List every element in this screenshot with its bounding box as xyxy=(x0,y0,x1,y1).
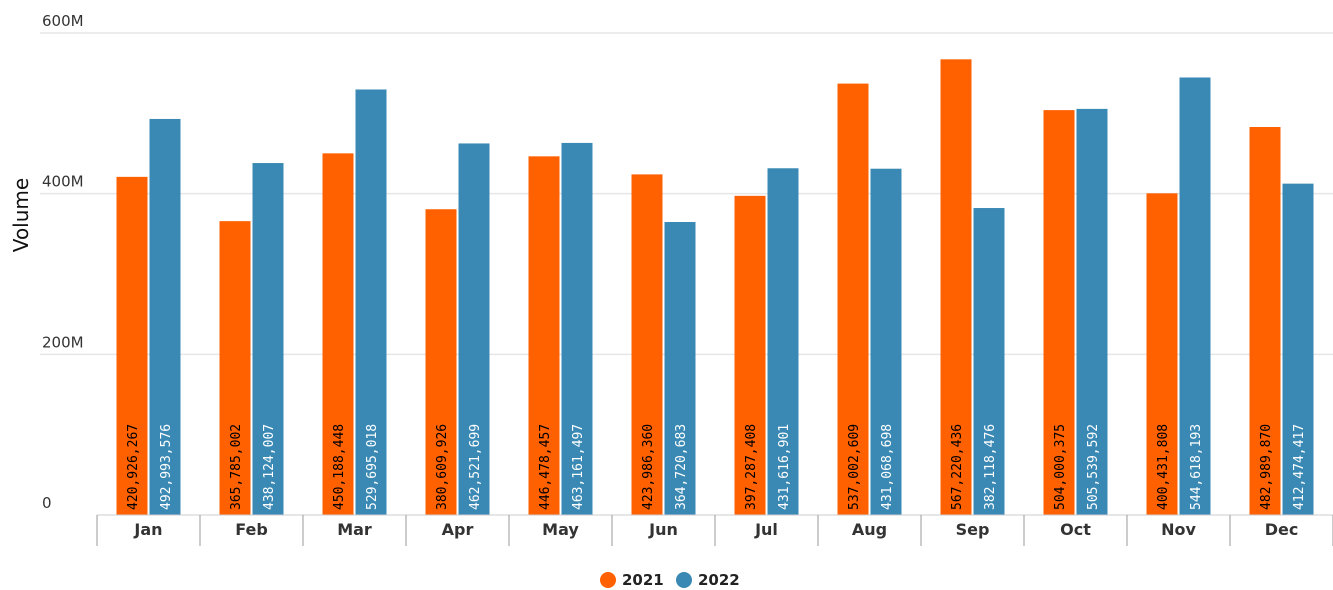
bar-2021-sep[interactable] xyxy=(940,59,972,515)
data-label: 504,000,375 xyxy=(1053,424,1068,510)
data-label: 505,539,592 xyxy=(1086,424,1101,510)
bar-2022-jan[interactable] xyxy=(149,118,181,516)
x-tick-label: Jun xyxy=(648,520,678,539)
data-label: 450,188,448 xyxy=(332,424,347,510)
data-label: 438,124,007 xyxy=(262,424,277,510)
legend[interactable]: 2021 2022 xyxy=(600,571,740,589)
data-label: 420,926,267 xyxy=(126,424,141,510)
bar-2022-jun[interactable] xyxy=(664,222,696,515)
data-label: 382,118,476 xyxy=(983,424,998,510)
data-label: 463,161,497 xyxy=(571,424,586,510)
legend-item-2022[interactable]: 2022 xyxy=(676,571,740,589)
bar-2021-nov[interactable] xyxy=(1146,193,1178,516)
bar-2021-dec[interactable] xyxy=(1249,126,1281,515)
data-label: 397,287,408 xyxy=(744,424,759,510)
data-label: 380,609,926 xyxy=(435,424,450,510)
y-tick-label: 0 xyxy=(42,494,52,512)
data-label: 446,478,457 xyxy=(538,424,553,510)
bar-2022-apr[interactable] xyxy=(458,143,490,515)
bar-2021-jun[interactable] xyxy=(631,174,663,515)
y-axis-label: Volume xyxy=(9,178,33,252)
bar-2021-aug[interactable] xyxy=(837,83,869,515)
data-label: 365,785,002 xyxy=(229,424,244,510)
bar-2022-feb[interactable] xyxy=(252,163,284,515)
bar-2021-feb[interactable] xyxy=(219,221,251,515)
x-tick-label: Apr xyxy=(442,520,474,539)
data-label: 544,618,193 xyxy=(1189,424,1204,510)
legend-marker xyxy=(600,572,616,588)
data-label: 462,521,699 xyxy=(468,424,483,510)
data-label: 423,986,360 xyxy=(641,424,656,510)
bars: 420,926,267 492,993,576 365,785,002 438,124… xyxy=(116,59,1314,516)
legend-item-2021[interactable]: 2021 xyxy=(600,571,664,589)
bar-2021-mar[interactable] xyxy=(322,153,354,515)
x-tick-label: Aug xyxy=(852,520,887,539)
bar-2022-mar[interactable] xyxy=(355,89,387,515)
bar-2022-may[interactable] xyxy=(561,142,593,515)
x-tick-label: Sep xyxy=(956,520,990,539)
bar-2022-nov[interactable] xyxy=(1179,77,1211,515)
x-axis: Jan Feb Mar Apr May Jun Jul Aug Sep Oct Nov Dec xyxy=(96,514,1333,546)
legend-marker xyxy=(676,572,692,588)
x-tick-label: Jan xyxy=(133,520,162,539)
x-tick-label: Jul xyxy=(754,520,778,539)
data-label: 431,616,901 xyxy=(777,424,792,510)
data-label: 529,695,018 xyxy=(365,424,380,510)
data-label: 400,431,808 xyxy=(1156,424,1171,510)
x-tick-label: Nov xyxy=(1161,520,1196,539)
x-tick-label: Mar xyxy=(337,520,372,539)
data-label: 482,989,870 xyxy=(1259,424,1274,510)
bar-2021-may[interactable] xyxy=(528,156,560,515)
legend-label: 2021 xyxy=(622,571,664,589)
y-tick-label: 600M xyxy=(42,12,84,30)
y-axis-ticks: 0 200M 400M 600M xyxy=(42,12,84,512)
x-tick-label: May xyxy=(542,520,579,539)
data-label: 431,068,698 xyxy=(880,424,895,510)
bar-2021-apr[interactable] xyxy=(425,209,457,516)
x-tick-label: Dec xyxy=(1265,520,1299,539)
bar-2021-oct[interactable] xyxy=(1043,110,1075,516)
data-label: 567,220,436 xyxy=(950,424,965,510)
data-label: 412,474,417 xyxy=(1292,424,1307,510)
bar-2022-sep[interactable] xyxy=(973,208,1005,515)
bar-2022-oct[interactable] xyxy=(1076,108,1108,516)
y-tick-label: 200M xyxy=(42,333,84,351)
legend-label: 2022 xyxy=(698,571,740,589)
bar-2022-dec[interactable] xyxy=(1282,183,1314,515)
data-label: 364,720,683 xyxy=(674,424,689,510)
bar-2021-jul[interactable] xyxy=(734,195,766,516)
y-tick-label: 400M xyxy=(42,173,84,191)
data-label: 537,002,609 xyxy=(847,424,862,510)
bar-2022-jul[interactable] xyxy=(767,168,799,515)
bar-2022-aug[interactable] xyxy=(870,168,902,516)
x-tick-label: Oct xyxy=(1060,520,1091,539)
data-label: 492,993,576 xyxy=(159,424,174,510)
x-tick-label: Feb xyxy=(235,520,268,539)
bar-2021-jan[interactable] xyxy=(116,176,148,515)
